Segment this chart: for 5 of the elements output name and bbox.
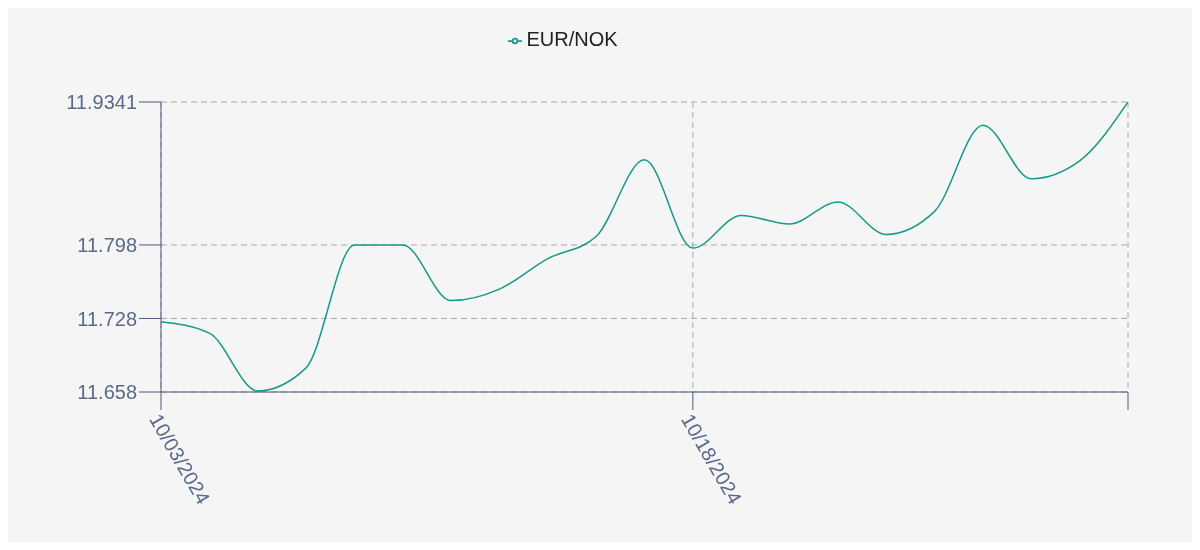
y-tick-label: 11.798 — [77, 234, 137, 257]
y-tick-label: 11.728 — [77, 307, 137, 330]
y-tick-label: 11.9341 — [66, 91, 137, 114]
y-tick-label: 11.658 — [77, 381, 137, 404]
legend-label: EUR/NOK — [526, 28, 618, 50]
